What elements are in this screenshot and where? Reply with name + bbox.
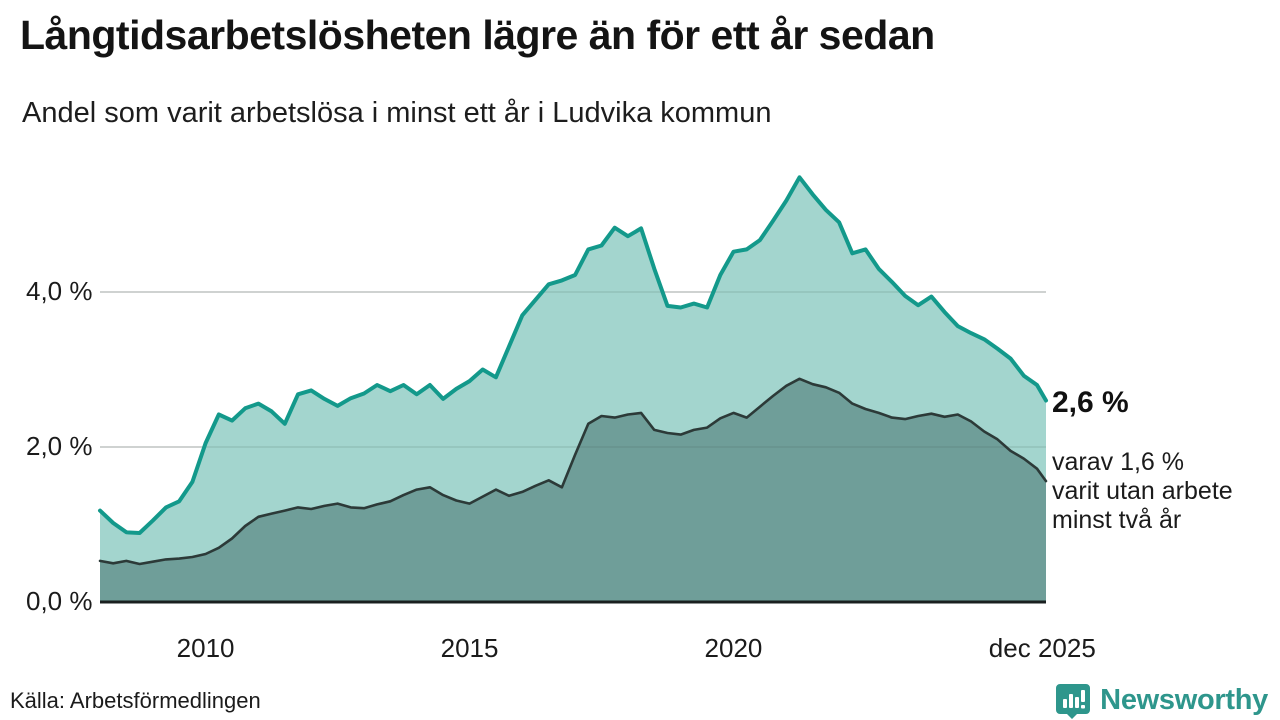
y-tick-label: 4,0 % <box>26 276 93 306</box>
detail-line-1: varav 1,6 % <box>1052 448 1185 476</box>
brand-logo: Newsworthy <box>1054 680 1268 720</box>
line-min-one-year <box>98 175 1048 535</box>
area-fill-min-two-years <box>100 378 1046 602</box>
x-tick-label: dec 2025 <box>988 633 1096 663</box>
page-title: Långtidsarbetslösheten lägre än för ett … <box>20 12 935 58</box>
newsworthy-bubble-icon <box>1056 684 1091 719</box>
end-value-label: 2,6 % <box>1052 386 1129 419</box>
gridlines-over <box>100 291 1046 448</box>
page-subtitle: Andel som varit arbetslösa i minst ett å… <box>22 97 772 129</box>
source-credit: Källa: Arbetsförmedlingen <box>10 688 261 713</box>
y-tick-label: 2,0 % <box>26 431 93 461</box>
detail-line-2: varit utan arbete <box>1052 477 1233 505</box>
detail-line-3: minst två år <box>1052 506 1182 534</box>
x-tick-label: 2010 <box>176 633 235 663</box>
line-min-two-years <box>98 377 1048 566</box>
x-tick-label: 2015 <box>440 633 499 663</box>
end-value-detail: varav 1,6 % varit utan arbete minst två … <box>1052 448 1272 535</box>
x-tick-label: 2020 <box>704 633 763 663</box>
brand-wordmark: Newsworthy <box>1100 683 1268 716</box>
y-tick-label: 0,0 % <box>26 586 93 616</box>
